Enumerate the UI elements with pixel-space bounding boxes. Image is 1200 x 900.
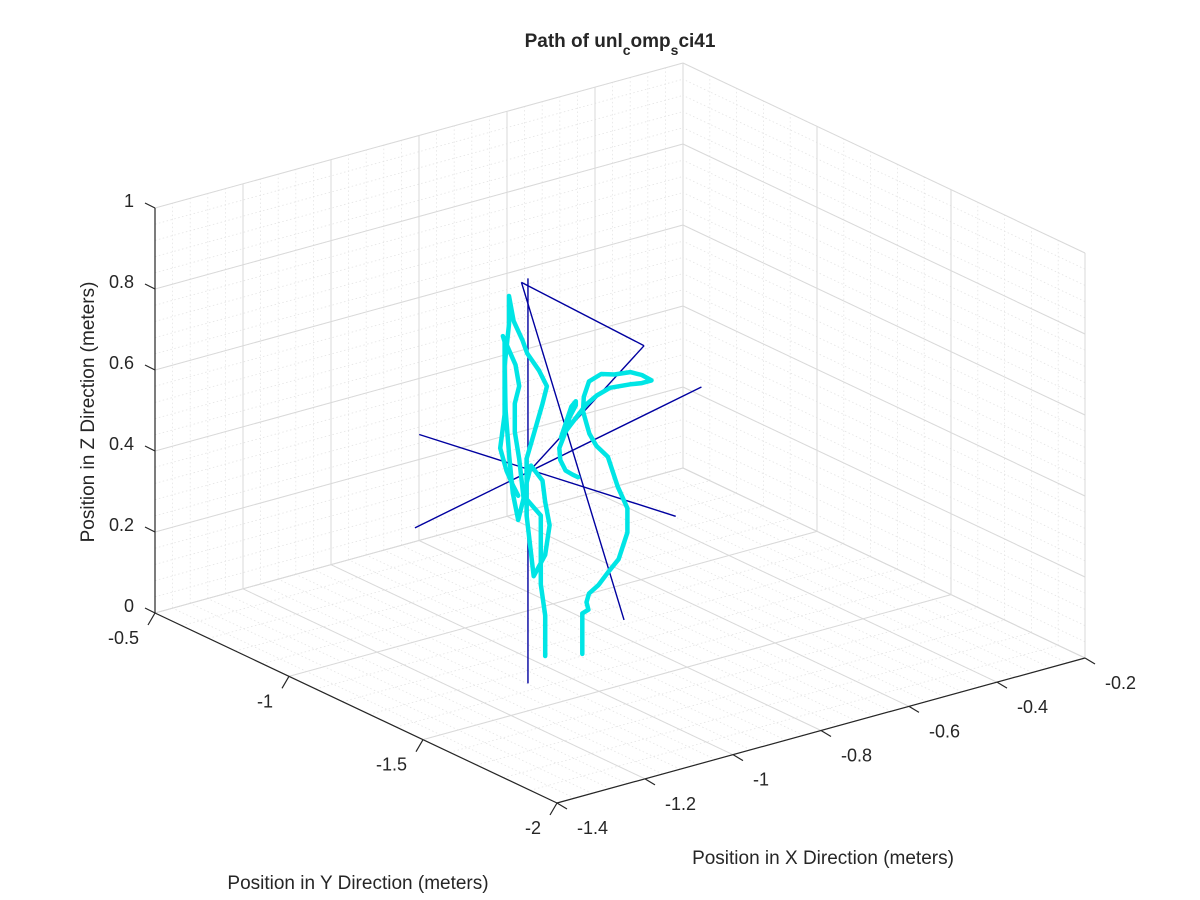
chart-title: Path of unlcompsci41 <box>525 31 716 58</box>
x-tick <box>908 705 920 713</box>
side-gridline <box>682 224 1086 416</box>
x-tick-label: -0.6 <box>929 721 960 741</box>
x-tick <box>996 681 1008 689</box>
side-gridline <box>682 305 1086 497</box>
side-gridline <box>682 62 1086 254</box>
axis-ticks <box>144 202 1096 816</box>
x-tick <box>1084 657 1096 665</box>
y-tick-label: -1 <box>257 691 273 711</box>
x-tick <box>644 778 656 786</box>
reference-line <box>521 281 645 347</box>
floor-gridline <box>594 491 998 683</box>
x-tick <box>556 802 568 810</box>
z-tick-label: 1 <box>124 191 134 211</box>
y-axis-line <box>154 612 558 804</box>
floor-gridline <box>242 588 646 780</box>
z-axis-label: Position in Z Direction (meters) <box>78 282 99 543</box>
z-tick-label: 0.6 <box>109 353 134 373</box>
x-axis-label: Position in X Direction (meters) <box>692 848 954 869</box>
trajectory-series-2 <box>557 369 654 657</box>
z-tick <box>144 283 156 290</box>
y-axis-label: Position in Y Direction (meters) <box>227 873 488 894</box>
x-tick-label: -1 <box>753 770 769 790</box>
axes-panes <box>155 63 1085 803</box>
x-tick <box>820 729 832 738</box>
side-wall-pane <box>683 63 1085 658</box>
z-tick <box>144 445 156 452</box>
tick-labels: -1.4 -1.2 -1 -0.8 -0.6 -0.4 -0.2 -2 -1.5 -1 -0.5 0 0… <box>108 191 1136 838</box>
back-gridline <box>154 143 684 290</box>
back-gridline <box>154 467 684 614</box>
x-tick-label: -0.4 <box>1017 697 1048 717</box>
x-tick <box>732 754 744 762</box>
side-gridline <box>682 386 1086 578</box>
z-tick <box>144 607 156 614</box>
y-tick <box>549 802 558 816</box>
floor-gridline <box>288 530 818 677</box>
x-tick-label: -1.2 <box>665 794 696 814</box>
z-tick-label: 0.8 <box>109 272 134 292</box>
y-tick <box>147 612 156 626</box>
floor-gridline <box>422 594 952 741</box>
reference-line <box>419 433 676 517</box>
y-tick-label: -1.5 <box>376 755 407 775</box>
floor-gridline <box>418 540 822 731</box>
y-tick-label: -2 <box>525 818 541 838</box>
z-tick <box>144 202 156 209</box>
back-gridline <box>154 305 684 452</box>
trajectory-series-1 <box>497 293 552 659</box>
z-tick-label: 0.4 <box>109 434 134 454</box>
z-tick-label: 0.2 <box>109 515 134 535</box>
side-gridline <box>682 467 1086 659</box>
y-tick-label: -0.5 <box>108 628 139 648</box>
y-tick <box>281 676 290 689</box>
z-tick-label: 0 <box>124 596 134 616</box>
floor-gridline <box>506 515 910 707</box>
back-gridline <box>154 386 684 533</box>
reference-line <box>520 282 625 621</box>
z-tick <box>144 364 156 371</box>
side-gridline <box>682 143 1086 335</box>
y-tick <box>415 739 424 752</box>
x-tick-label: -0.8 <box>841 746 872 766</box>
back-gridline <box>154 62 684 209</box>
x-tick-label: -1.4 <box>577 818 608 838</box>
z-tick <box>144 526 156 533</box>
x-tick-label: -0.2 <box>1105 673 1136 693</box>
back-gridline <box>154 224 684 371</box>
reference-line <box>527 345 645 474</box>
trajectory-paths <box>497 293 654 659</box>
floor-gridline <box>330 564 734 756</box>
